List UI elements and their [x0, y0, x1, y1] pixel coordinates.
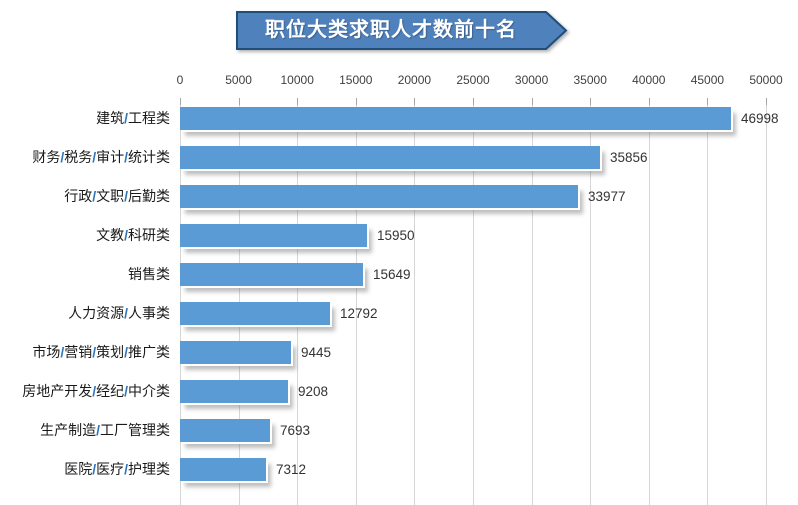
bar — [180, 341, 291, 364]
bar — [180, 224, 367, 247]
x-axis-tick-label: 25000 — [456, 73, 490, 87]
gridline — [532, 98, 533, 505]
x-axis-tick-label: 0 — [176, 73, 184, 87]
gridline — [649, 98, 650, 505]
category-label: 医院/医疗/护理类 — [64, 461, 170, 477]
banner-arrow-shape — [236, 11, 568, 50]
slash-separator: / — [124, 461, 128, 477]
gridline — [297, 98, 298, 505]
slash-separator: / — [92, 344, 97, 360]
bar-value-label: 33977 — [588, 189, 626, 204]
plot-area: 46998 35856 33977 15950 15649 12792 9445 9208 76… — [180, 98, 779, 505]
category-label: 行政/文职/后勤类 — [64, 188, 170, 204]
gridline — [766, 98, 767, 505]
x-axis-tick-label: 30000 — [514, 73, 549, 87]
category-label: 建筑/工程类 — [96, 110, 170, 126]
category-axis: 建筑/工程类财务/税务/审计/统计类行政/文职/后勤类文教/科研类销售类人力资源… — [0, 98, 170, 505]
category-label: 房地产开发/经纪/中介类 — [22, 383, 170, 399]
axis-tick — [473, 98, 474, 105]
bar — [180, 419, 270, 442]
bar-value-label: 7312 — [276, 462, 307, 477]
category-label: 市场/营销/策划/推广类 — [32, 344, 170, 360]
axis-tick — [297, 98, 298, 105]
x-axis-tick-label: 10000 — [280, 73, 314, 87]
slash-separator: / — [60, 344, 65, 360]
category-label: 销售类 — [128, 266, 170, 282]
slash-separator: / — [124, 110, 128, 126]
slash-separator: / — [124, 188, 128, 204]
chart-title: 职位大类求职人才数前十名 — [265, 19, 517, 41]
gridline — [414, 98, 415, 505]
bar-value-label: 46998 — [741, 111, 779, 126]
bar-value-label: 35856 — [610, 150, 648, 165]
bar-value-label: 9445 — [301, 345, 332, 360]
bar-value-label: 9208 — [298, 384, 329, 399]
x-axis-tick-label: 20000 — [397, 73, 432, 87]
bar-value-label: 15649 — [373, 267, 411, 282]
slash-separator: / — [92, 383, 97, 399]
axis-tick — [707, 98, 708, 105]
axis-tick — [532, 98, 533, 105]
slash-separator: / — [124, 149, 128, 165]
slash-separator: / — [96, 422, 100, 438]
slash-separator: / — [92, 461, 97, 477]
chart-title-banner — [236, 11, 568, 50]
gridline — [180, 98, 181, 505]
bar — [180, 185, 578, 208]
x-axis-tick-label: 35000 — [573, 73, 607, 87]
axis-tick — [180, 98, 181, 105]
bar-value-label: 7693 — [280, 423, 311, 438]
gridline — [590, 98, 591, 505]
bar-value-label: 12792 — [340, 306, 378, 321]
category-label: 财务/税务/审计/统计类 — [32, 149, 170, 165]
category-label: 生产制造/工厂管理类 — [40, 422, 170, 438]
category-label: 文教/科研类 — [96, 227, 170, 243]
slash-separator: / — [92, 149, 97, 165]
gridline — [356, 98, 357, 505]
axis-tick — [356, 98, 357, 105]
axis-tick — [590, 98, 591, 105]
bar — [180, 458, 266, 481]
slash-separator: / — [124, 344, 128, 360]
slash-separator: / — [124, 227, 128, 243]
axis-tick — [649, 98, 650, 105]
slash-separator: / — [60, 149, 65, 165]
x-axis-tick-label: 50000 — [749, 73, 783, 87]
axis-tick — [239, 98, 240, 105]
x-axis-tick-label: 5000 — [225, 73, 252, 87]
bar — [180, 263, 363, 286]
x-axis-tick-label: 15000 — [339, 73, 373, 87]
axis-tick — [766, 98, 767, 105]
bar — [180, 302, 330, 325]
axis-tick — [414, 98, 415, 105]
category-label: 人力资源/人事类 — [68, 305, 170, 321]
slash-separator: / — [92, 188, 97, 204]
gridline — [473, 98, 474, 505]
gridline — [707, 98, 708, 505]
slash-separator: / — [124, 305, 128, 321]
bar — [180, 107, 731, 130]
bar — [180, 380, 288, 403]
slash-separator: / — [124, 383, 128, 399]
x-axis-tick-label: 45000 — [690, 73, 725, 87]
x-axis-tick-label: 40000 — [632, 73, 666, 87]
bar-value-label: 15950 — [377, 228, 415, 243]
bar — [180, 146, 600, 169]
gridline — [239, 98, 240, 505]
